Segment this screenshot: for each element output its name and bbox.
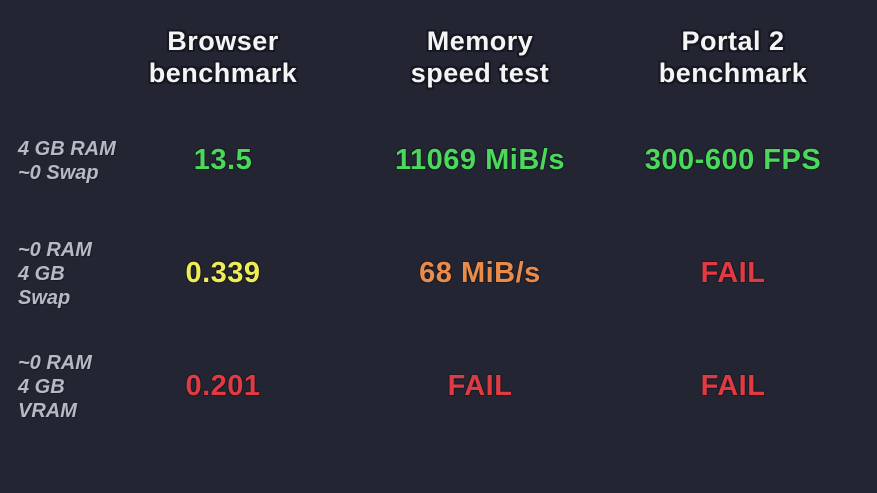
header-line: Portal 2 (681, 26, 785, 56)
benchmark-value: 68 MiB/s (419, 257, 541, 289)
benchmark-value: FAIL (700, 257, 766, 289)
row-label-line: ~0 RAM (18, 351, 92, 374)
benchmark-value: 0.339 (185, 257, 261, 289)
row-label-line: 4 GB RAM (18, 137, 116, 160)
column-header-portal2-benchmark: Portal 2 benchmark (634, 0, 832, 104)
benchmark-value: 11069 MiB/s (395, 144, 565, 176)
benchmark-value: 0.201 (185, 370, 261, 402)
column-header-browser-benchmark: Browser benchmark (120, 0, 326, 104)
row-label-4gb-ram: 4 GB RAM ~0 Swap (0, 104, 120, 217)
benchmark-value: 300-600 FPS (644, 144, 822, 176)
header-line: benchmark (148, 58, 298, 88)
column-header-memory-speed-test: Memory speed test (326, 0, 634, 104)
benchmark-value: FAIL (700, 370, 766, 402)
header-line: Browser (167, 26, 279, 56)
row-label-line: ~0 RAM (18, 238, 92, 261)
row-label-line: 4 GB VRAM (18, 375, 77, 422)
row-label-4gb-vram: ~0 RAM 4 GB VRAM (0, 330, 120, 443)
benchmark-value: 13.5 (193, 144, 253, 176)
row-label-line: ~0 Swap (18, 161, 99, 184)
row-label-line: 4 GB Swap (18, 262, 71, 309)
header-line: speed test (410, 58, 550, 88)
header-line: benchmark (658, 58, 808, 88)
row-label-4gb-swap: ~0 RAM 4 GB Swap (0, 217, 120, 330)
header-line: Memory (426, 26, 534, 56)
benchmark-value: FAIL (447, 370, 513, 402)
